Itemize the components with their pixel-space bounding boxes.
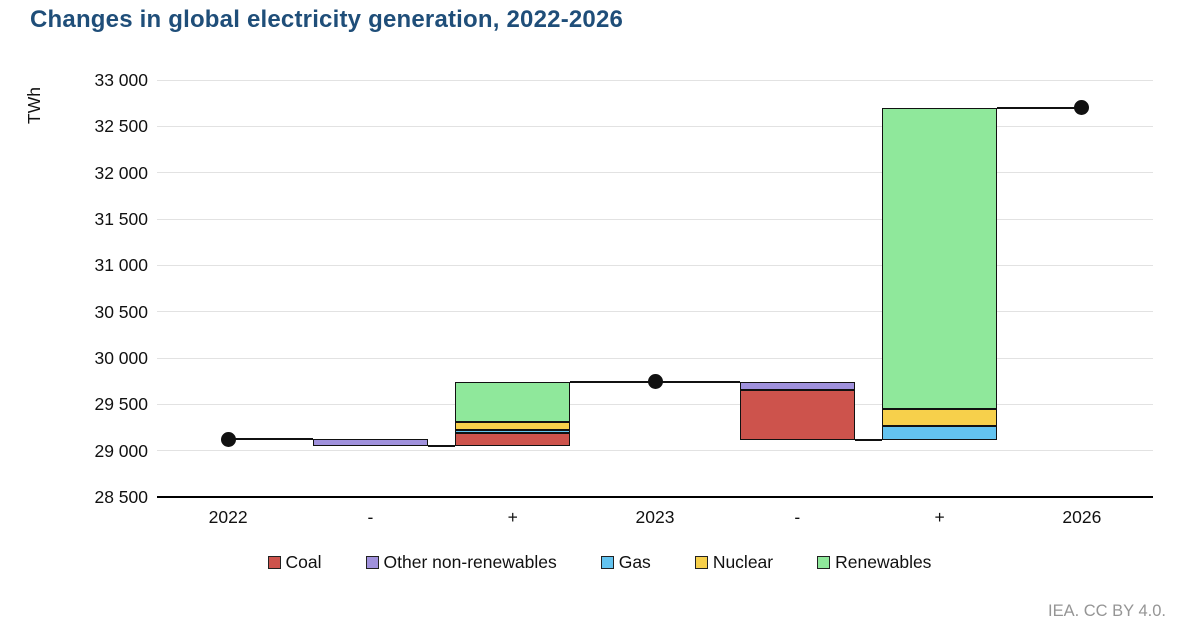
legend-label: Nuclear	[712, 552, 774, 572]
connector-line	[427, 445, 456, 448]
bar-segment-nuclear	[455, 422, 571, 431]
gridline	[157, 403, 1153, 405]
connector-line	[997, 106, 1082, 109]
x-tick-label: +	[934, 507, 945, 527]
x-axis-line	[157, 496, 1153, 498]
y-tick-label: 32 500	[94, 116, 148, 137]
gridline	[157, 311, 1153, 313]
gridline	[157, 172, 1153, 174]
bar-segment-coal	[455, 432, 571, 447]
legend-label: Renewables	[835, 552, 932, 572]
y-tick-label: 28 500	[94, 487, 148, 507]
y-tick-label: 30 500	[94, 301, 148, 322]
y-tick-label: 29 000	[94, 440, 148, 461]
y-tick-label: 31 500	[94, 209, 148, 229]
y-tick-label: 33 000	[94, 70, 148, 90]
x-tick-label: 2023	[635, 507, 675, 527]
legend-label: Gas	[618, 552, 651, 572]
gridline	[157, 218, 1153, 220]
bar-segment-renewables	[882, 107, 998, 409]
legend-label: Other non-renewables	[383, 552, 557, 572]
x-tick-label: +	[507, 507, 518, 527]
attribution-text: IEA. CC BY 4.0.	[1048, 602, 1166, 620]
gridline	[157, 264, 1153, 266]
chart-title: Changes in global electricity generation…	[30, 6, 624, 33]
bar-segment-gas	[882, 426, 998, 440]
bar-segment-renewables	[455, 381, 571, 423]
legend: Coal Other non-renewables Gas Nuclear Renewa…	[0, 552, 1199, 573]
gridline	[157, 79, 1153, 81]
gridline	[157, 450, 1153, 452]
total-marker-dot	[1074, 100, 1090, 116]
legend-item-coal: Coal	[267, 552, 322, 573]
total-marker-dot	[220, 431, 236, 447]
bar-segment-nuclear	[882, 408, 998, 427]
total-marker-dot	[647, 374, 663, 390]
connector-line	[854, 438, 883, 441]
legend-item-renewables: Renewables	[817, 552, 931, 573]
bar-segment-other-non-renewables	[739, 381, 855, 390]
legend-swatch-renewables	[817, 556, 831, 569]
bar-segment-coal	[739, 389, 855, 440]
x-tick-label: 2026	[1062, 507, 1102, 527]
legend-swatch-gas	[600, 556, 614, 569]
legend-item-other-non-renewables: Other non-renewables	[365, 552, 557, 573]
y-tick-label: 30 000	[94, 348, 148, 368]
x-tick-label: -	[794, 507, 801, 527]
legend-swatch-nuclear	[694, 556, 708, 569]
gridline	[157, 125, 1153, 127]
bar-segment-other-non-renewables	[312, 439, 428, 447]
x-tick-label: -	[367, 507, 374, 527]
gridline	[157, 357, 1153, 359]
y-tick-label: 31 000	[94, 255, 148, 276]
legend-label: Coal	[285, 552, 322, 572]
legend-swatch-coal	[267, 556, 281, 569]
y-tick-label: 32 000	[94, 162, 148, 183]
bar-segment-gas	[455, 430, 571, 433]
y-tick-label: 29 500	[94, 394, 148, 415]
x-tick-label: 2022	[208, 507, 248, 527]
legend-item-nuclear: Nuclear	[694, 552, 774, 573]
legend-item-gas: Gas	[600, 552, 651, 573]
connector-line	[228, 438, 313, 441]
legend-swatch-other-non-renewables	[365, 556, 379, 569]
